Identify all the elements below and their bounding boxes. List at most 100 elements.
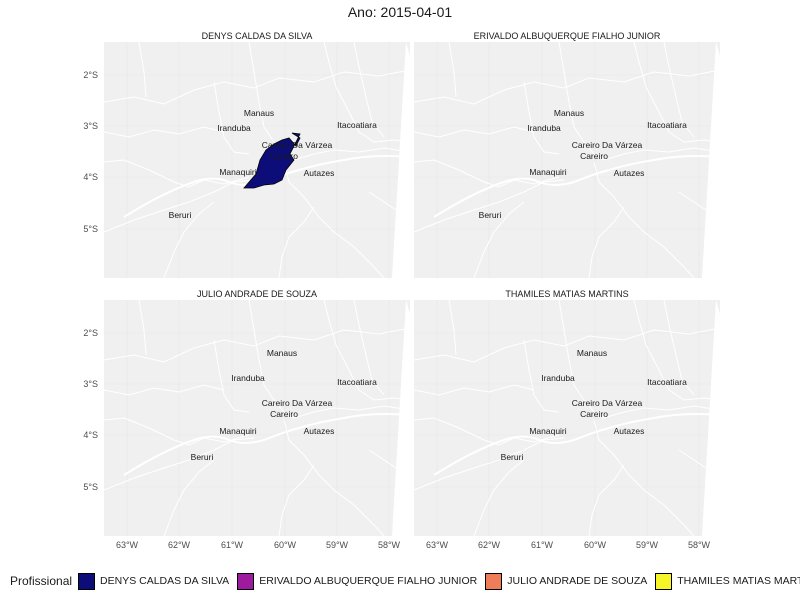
lon-tick-label: 59°W xyxy=(636,540,659,550)
legend-title: Profissional xyxy=(10,574,73,588)
legend-label-denys: DENYS CALDAS DA SILVA xyxy=(100,575,230,587)
city-label: Autazes xyxy=(304,426,335,436)
lat-tick-label: 2°S xyxy=(83,70,98,80)
facet-map-grid: Manaus Iranduba Itacoatiara Careiro Da Várz… xyxy=(83,41,721,550)
municipality-boundary xyxy=(558,41,605,161)
municipality-boundary xyxy=(353,41,385,138)
map-extent-edge xyxy=(392,300,410,536)
city-label: Beruri xyxy=(169,210,192,220)
city-label: Manaus xyxy=(267,348,297,358)
municipality-boundary xyxy=(413,437,565,491)
municipality-boundary xyxy=(323,41,411,143)
river-boundary xyxy=(123,413,411,476)
panel-background xyxy=(414,300,720,536)
city-label: Careiro Da Várzea xyxy=(572,140,643,150)
panel-title-2: ERIVALDO ALBUQUERQUE FIALHO JUNIOR xyxy=(473,31,661,41)
municipality-boundary xyxy=(103,159,250,188)
lon-tick-label: 62°W xyxy=(168,540,191,550)
municipality-boundary xyxy=(163,201,215,279)
municipality-boundary xyxy=(413,69,721,105)
panel-background xyxy=(414,42,720,278)
lon-tick-label: 58°W xyxy=(378,540,401,550)
city-label: Beruri xyxy=(479,210,502,220)
city-label: Manaus xyxy=(577,348,607,358)
map-panel-3: Manaus Iranduba Itacoatiara Careiro Da Várz… xyxy=(103,299,411,537)
legend-key-erivaldo xyxy=(237,572,255,590)
legend-key-denys xyxy=(78,572,96,590)
city-label: Iranduba xyxy=(541,373,575,383)
municipality-boundary xyxy=(523,81,560,155)
city-label: Careiro Da Várzea xyxy=(572,398,643,408)
city-label: Beruri xyxy=(191,452,214,462)
municipality-boundary xyxy=(413,384,535,396)
municipality-boundary xyxy=(163,459,215,537)
lon-tick-label: 62°W xyxy=(478,540,501,550)
lon-tick-label: 63°W xyxy=(116,540,139,550)
legend-label-erivaldo: ERIVALDO ALBUQUERQUE FIALHO JUNIOR xyxy=(259,575,478,587)
municipality-boundary xyxy=(103,179,255,233)
municipality-boundary xyxy=(448,299,457,356)
municipality-boundary xyxy=(213,81,250,155)
municipality-boundary xyxy=(248,299,295,419)
municipality-boundary xyxy=(633,299,721,401)
city-label: Iranduba xyxy=(527,123,561,133)
panel-background xyxy=(104,42,410,278)
lon-tick-label: 59°W xyxy=(326,540,349,550)
municipality-boundary xyxy=(523,339,560,413)
lat-tick-label: 5°S xyxy=(83,224,98,234)
map-panel-1: Manaus Iranduba Itacoatiara Careiro Da Várz… xyxy=(103,41,411,279)
lat-tick-label: 4°S xyxy=(83,430,98,440)
municipality-boundary xyxy=(588,206,625,279)
legend-entry-thamiles: THAMILES MATIAS MARTINS xyxy=(655,572,800,590)
legend-entry-denys: DENYS CALDAS DA SILVA xyxy=(78,572,230,590)
municipality-boundary xyxy=(663,299,695,396)
municipality-boundary xyxy=(103,69,411,105)
map-panel-4: Manaus Iranduba Itacoatiara Careiro Da Várz… xyxy=(413,299,721,537)
city-label: Autazes xyxy=(614,426,645,436)
municipality-boundary xyxy=(473,459,525,537)
map-extent-edge xyxy=(702,300,720,536)
municipality-boundary xyxy=(413,126,535,138)
municipality-boundary xyxy=(323,299,411,401)
plot-title: Ano: 2015-04-01 xyxy=(347,4,453,20)
panel-title-3: JULIO ANDRADE DE SOUZA xyxy=(196,289,318,299)
municipality-boundary xyxy=(213,339,250,413)
municipality-boundary xyxy=(593,419,695,537)
city-label: Iranduba xyxy=(217,123,251,133)
lon-tick-label: 61°W xyxy=(221,540,244,550)
municipality-boundary xyxy=(293,147,411,161)
municipality-boundary xyxy=(413,179,565,233)
legend-label-julio: JULIO ANDRADE DE SOUZA xyxy=(507,575,648,587)
panel-title-4: THAMILES MATIAS MARTINS xyxy=(505,289,629,299)
municipality-boundary xyxy=(103,384,225,396)
lat-tick-label: 3°S xyxy=(83,379,98,389)
municipality-boundary xyxy=(473,201,525,279)
city-label: Itacoatiara xyxy=(647,377,687,387)
municipality-boundary xyxy=(663,41,695,138)
municipality-boundary xyxy=(603,147,721,161)
lat-tick-label: 3°S xyxy=(83,121,98,131)
municipality-boundary xyxy=(413,417,560,446)
municipality-boundary xyxy=(138,299,147,356)
city-label: Manaus xyxy=(244,108,274,118)
legend-entry-erivaldo: ERIVALDO ALBUQUERQUE FIALHO JUNIOR xyxy=(237,572,478,590)
municipality-boundary xyxy=(278,464,315,537)
city-label: Iranduba xyxy=(231,373,265,383)
city-label: Careiro Da Várzea xyxy=(262,140,333,150)
municipality-boundary xyxy=(633,41,721,143)
municipality-boundary xyxy=(103,437,255,491)
lat-tick-label: 4°S xyxy=(83,172,98,182)
legend-key-thamiles xyxy=(655,572,673,590)
municipality-boundary xyxy=(558,299,605,419)
city-label: Beruri xyxy=(501,452,524,462)
lon-tick-label: 60°W xyxy=(584,540,607,550)
lon-tick-label: 63°W xyxy=(426,540,449,550)
municipality-boundary xyxy=(283,419,385,537)
city-label: Autazes xyxy=(304,168,335,178)
city-label: Manaquiri xyxy=(529,167,566,177)
lon-tick-label: 58°W xyxy=(688,540,711,550)
legend-label-thamiles: THAMILES MATIAS MARTINS xyxy=(677,575,800,587)
municipality-boundary xyxy=(413,159,560,188)
city-label: Careiro Da Várzea xyxy=(262,398,333,408)
municipality-boundary xyxy=(103,126,225,138)
